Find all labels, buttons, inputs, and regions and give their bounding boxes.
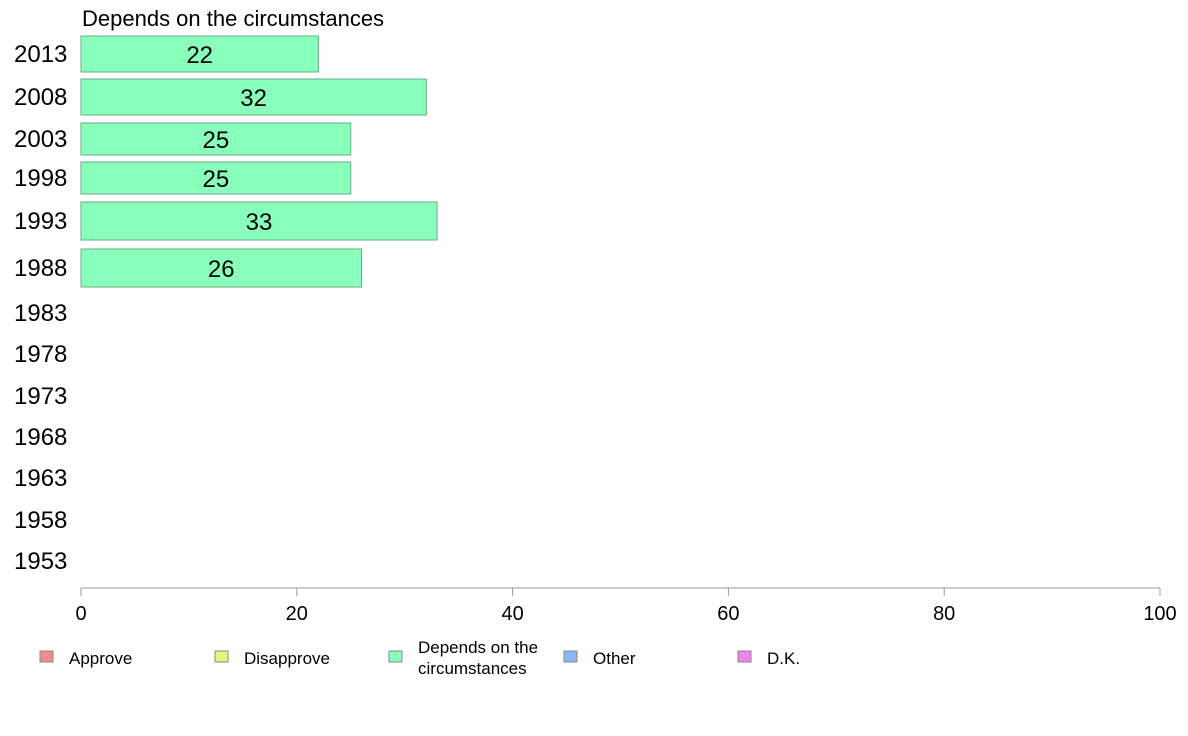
bar-1988 [80,248,363,288]
category-labels: 2013 2008 2003 1998 1993 1988 1983 1978 1973 1968… [14,41,67,575]
legend-swatch-depends-on-the-circumstances [388,650,403,663]
bar-2008 [80,78,427,116]
legend-label-depends-on-the-circumstances: Depends on the circumstances [418,638,538,678]
category-label-1993: 1993 [14,208,67,235]
category-label-1988: 1988 [14,255,67,282]
legend-swatch-approve [39,650,54,663]
category-label-1983: 1983 [14,300,67,327]
x-tick-label-60: 60 [717,603,739,625]
category-label-1998: 1998 [14,165,67,192]
legend-label-other: Other [593,649,636,668]
data-label-1988: 26 [208,256,235,283]
category-label-1973: 1973 [14,383,67,410]
category-label-1953: 1953 [14,548,67,575]
data-label-2013: 22 [186,42,213,69]
bar-2013 [80,35,319,73]
x-tick-label-80: 80 [933,603,955,625]
bars: 22 32 25 25 33 26 [80,35,438,288]
legend-label-disapprove: Disapprove [244,649,330,668]
legend-label-approve: Approve [69,649,132,668]
legend: Approve Disapprove Depends on the circumsta… [39,638,800,678]
legend-swatch-disapprove [214,650,229,663]
category-label-1958: 1958 [14,507,67,534]
x-tick-label-20: 20 [286,603,308,625]
bar-1998 [80,161,352,195]
category-label-1978: 1978 [14,341,67,368]
x-tick-label-100: 100 [1143,603,1176,625]
bar-2003 [80,122,352,156]
legend-label-d-k: D.K. [767,649,800,668]
category-label-1963: 1963 [14,465,67,492]
category-label-2008: 2008 [14,84,67,111]
x-axis: 0 20 40 60 80 100 [75,587,1177,625]
category-label-2013: 2013 [14,41,67,68]
data-label-2008: 32 [240,85,267,112]
legend-swatch-d-k [737,650,752,663]
category-label-2003: 2003 [14,126,67,153]
bar-1993 [80,201,438,241]
data-label-1998: 25 [203,166,230,193]
chart-title: Depends on the circumstances [82,6,384,31]
x-tick-label-0: 0 [75,603,86,625]
data-label-1993: 33 [246,209,273,236]
x-tick-label-40: 40 [501,603,523,625]
category-label-1968: 1968 [14,424,67,451]
legend-swatch-other [563,650,578,663]
data-label-2003: 25 [203,127,230,154]
